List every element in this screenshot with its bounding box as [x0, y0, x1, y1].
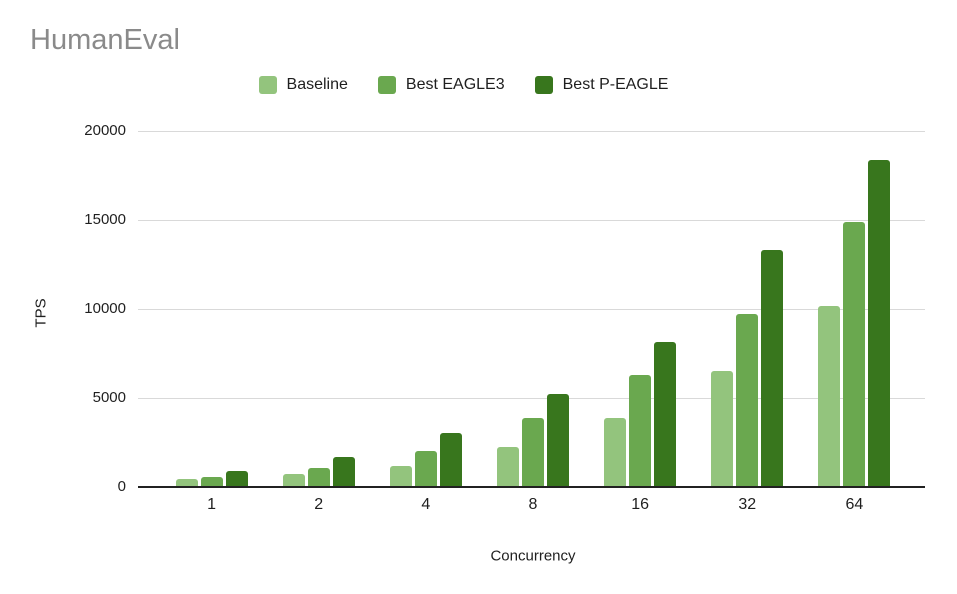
bar-best-p-eagle-concurrency-2: [332, 456, 355, 487]
bar-baseline-concurrency-4: [389, 465, 412, 487]
bar-bands: 1 2 4 8 16 32 64: [158, 131, 908, 513]
bar-baseline-concurrency-64: [818, 306, 841, 487]
y-tick-label-10000: 10000: [84, 300, 126, 317]
legend-label-best-p-eagle: Best P-EAGLE: [562, 76, 669, 93]
y-axis-title: TPS: [32, 298, 50, 328]
bar-best-eagle3-concurrency-1: [200, 477, 223, 487]
legend-item-best-eagle3: Best EAGLE3: [377, 76, 505, 94]
legend-label-best-eagle3: Best EAGLE3: [405, 76, 505, 93]
legend-item-baseline: Baseline: [258, 76, 348, 94]
y-tick-label-20000: 20000: [84, 122, 126, 139]
x-tick-label-64: 64: [845, 496, 864, 513]
x-axis-line: [138, 486, 925, 488]
bar-baseline-concurrency-2: [282, 473, 305, 487]
legend: Baseline Best EAGLE3 Best P-EAGLE: [0, 76, 927, 94]
bar-group-8: 8: [479, 131, 586, 513]
legend-swatch-best-eagle3-icon: [377, 76, 396, 94]
bar-baseline-concurrency-32: [711, 371, 734, 487]
legend-swatch-best-p-eagle-icon: [534, 76, 553, 94]
gridline-5000: [138, 397, 925, 399]
bar-best-eagle3-concurrency-4: [414, 450, 437, 487]
bar-best-eagle3-concurrency-64: [843, 221, 866, 487]
x-tick-label-2: 2: [314, 496, 324, 513]
x-tick-label-16: 16: [631, 496, 650, 513]
legend-item-best-p-eagle: Best P-EAGLE: [534, 76, 669, 94]
bar-best-p-eagle-concurrency-4: [439, 432, 462, 487]
bar-best-eagle3-concurrency-32: [736, 314, 759, 487]
bar-best-p-eagle-concurrency-16: [654, 341, 677, 487]
bar-group-2: 2: [265, 131, 372, 513]
bar-best-p-eagle-concurrency-64: [868, 160, 891, 487]
legend-swatch-baseline-icon: [258, 76, 277, 94]
plot-area: 0 5000 10000 15000 20000 1 2 4 8 16 32 64: [84, 123, 925, 513]
bar-group-64: 64: [801, 131, 908, 513]
y-tick-label-15000: 15000: [84, 211, 126, 228]
bar-baseline-concurrency-8: [496, 446, 519, 487]
bar-group-1: 1: [158, 131, 265, 513]
x-tick-label-8: 8: [528, 496, 538, 513]
legend-label-baseline: Baseline: [286, 76, 348, 93]
bar-group-16: 16: [587, 131, 694, 513]
bar-best-eagle3-concurrency-16: [629, 374, 652, 487]
bar-group-4: 4: [372, 131, 479, 513]
gridline-10000: [138, 308, 925, 310]
bar-best-p-eagle-concurrency-8: [546, 393, 569, 487]
bar-baseline-concurrency-16: [604, 418, 627, 487]
x-axis-title: Concurrency: [490, 547, 576, 565]
bar-best-eagle3-concurrency-2: [307, 468, 330, 487]
gridline-15000: [138, 219, 925, 221]
chart-title: HumanEval: [30, 24, 180, 56]
y-tick-label-5000: 5000: [92, 389, 126, 406]
x-tick-label-1: 1: [207, 496, 217, 513]
x-tick-label-4: 4: [421, 496, 431, 513]
gridline-20000: [138, 130, 925, 132]
bar-best-p-eagle-concurrency-1: [225, 470, 248, 487]
y-tick-label-0: 0: [117, 478, 126, 495]
x-tick-label-32: 32: [738, 496, 757, 513]
bar-group-32: 32: [694, 131, 801, 513]
bar-best-eagle3-concurrency-8: [521, 418, 544, 487]
bar-best-p-eagle-concurrency-32: [761, 250, 784, 487]
bar-baseline-concurrency-1: [175, 479, 198, 487]
